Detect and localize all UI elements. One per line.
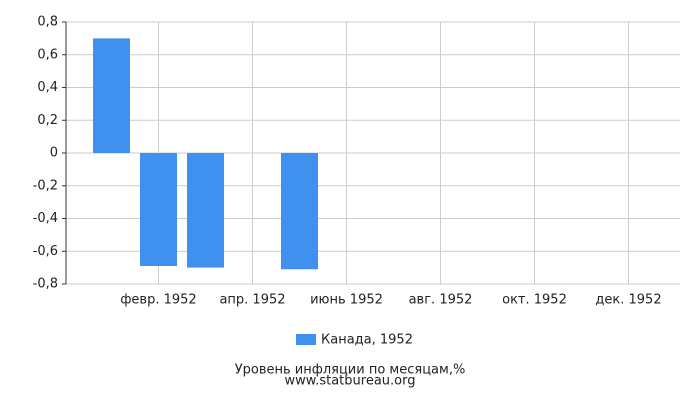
y-tick-label: 0,6	[37, 47, 58, 62]
x-tick-label: апр. 1952	[219, 293, 285, 308]
x-tick-label: авг. 1952	[409, 293, 473, 308]
y-tick-label: 0,4	[37, 80, 58, 95]
x-tick-label: дек. 1952	[595, 293, 661, 308]
bar	[140, 153, 177, 266]
bar	[187, 153, 224, 268]
y-tick-label: -0,4	[33, 211, 58, 226]
x-tick-label: июнь 1952	[310, 293, 383, 308]
legend-swatch	[296, 334, 316, 345]
legend-label: Канада, 1952	[321, 333, 413, 348]
x-tick-label: окт. 1952	[502, 293, 567, 308]
y-tick-label: 0,8	[37, 15, 58, 30]
footer-text: Уровень инфляции по месяцам,%	[235, 363, 466, 378]
footer-text: www.statbureau.org	[285, 374, 416, 389]
y-tick-label: 0	[50, 146, 58, 161]
y-tick-label: -0,8	[33, 277, 58, 292]
bar	[93, 38, 130, 153]
y-tick-label: -0,6	[33, 244, 58, 259]
bar	[281, 153, 318, 270]
y-tick-label: 0,2	[37, 113, 58, 128]
y-tick-label: -0,2	[33, 178, 58, 193]
x-tick-label: февр. 1952	[120, 293, 196, 308]
